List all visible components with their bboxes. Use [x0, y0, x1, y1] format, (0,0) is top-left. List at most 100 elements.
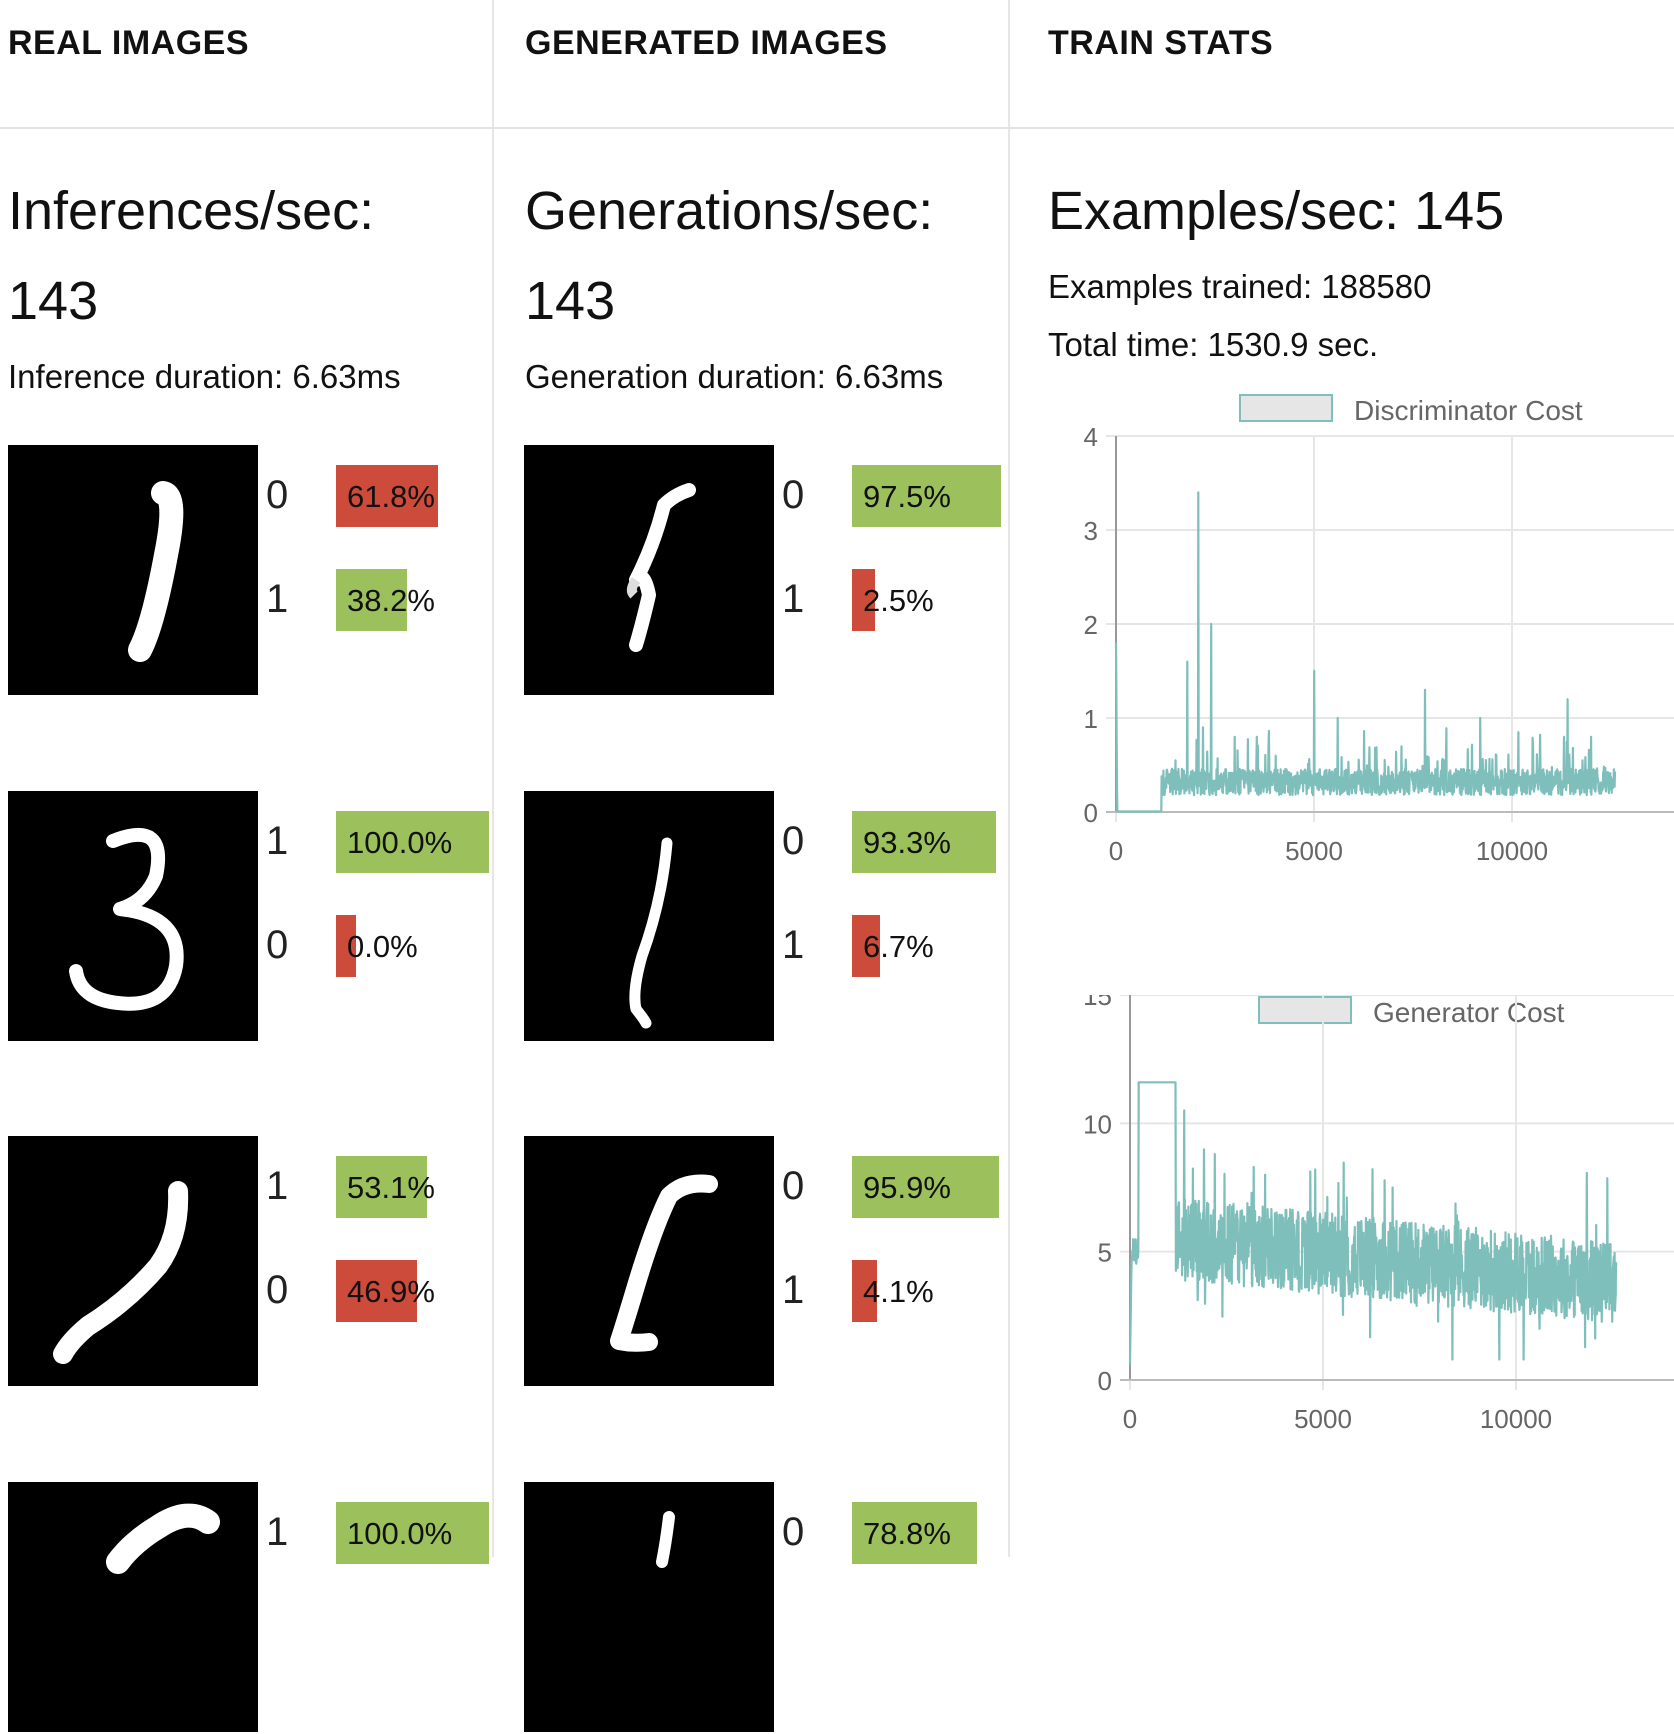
generations-per-sec-label: Generations/sec: [525, 181, 934, 241]
legend-label: Discriminator Cost [1354, 395, 1583, 426]
class-label: 0 [782, 473, 805, 517]
probability-text: 78.8% [863, 1516, 951, 1551]
real-sample: 1 53.1% 0 46.9% [8, 1136, 488, 1388]
generated-digit-image [524, 445, 774, 695]
prediction-row: 1 4.1% [782, 1260, 1002, 1322]
generated-sample: 0 95.9% 1 4.1% [524, 1136, 1004, 1388]
column-title: REAL IMAGES [8, 24, 250, 62]
generations-per-sec-value: 143 [525, 271, 616, 331]
probability-text: 46.9% [347, 1274, 435, 1309]
probability-bar [852, 569, 875, 631]
generated-digit-image [524, 1136, 774, 1386]
train-stats-column: TRAIN STATS Examples/sec: 145 Examples t… [1009, 0, 1674, 1557]
series-line [1114, 491, 1617, 813]
column-divider [492, 0, 494, 1557]
legend-label: Generator Cost [1373, 997, 1565, 1028]
x-tick-label: 10000 [1480, 1404, 1552, 1434]
prediction-row: 1 100.0% [266, 811, 489, 873]
generated-images-column: GENERATED IMAGES Generations/sec: 143 Ge… [493, 0, 1008, 1732]
class-label: 0 [782, 819, 805, 863]
inferences-per-sec-label: Inferences/sec: [8, 181, 375, 241]
legend-swatch [1239, 394, 1333, 422]
examples-per-sec: Examples/sec: 145 [1048, 181, 1505, 241]
probability-bar [852, 1260, 877, 1322]
probability-text: 93.3% [863, 825, 951, 860]
generator-cost-chart: Generator Cost 0 5 10 15 0 5000 10000 [1009, 995, 1674, 1557]
legend-swatch [1258, 996, 1352, 1024]
probability-bar [852, 811, 996, 873]
generated-digit-image [524, 1482, 774, 1732]
y-tick-label: 5 [1098, 1238, 1112, 1268]
x-tick-label: 5000 [1294, 1404, 1352, 1434]
series-line [1128, 1081, 1618, 1365]
probability-text: 97.5% [863, 479, 951, 514]
prediction-row: 0 97.5% [782, 465, 1002, 527]
prediction-row: 0 93.3% [782, 811, 1002, 873]
probability-bar [852, 1156, 999, 1218]
probability-bar [336, 811, 489, 873]
class-label: 0 [782, 1164, 805, 1208]
real-digit-image [8, 1136, 258, 1386]
y-tick-label: 2 [1084, 610, 1098, 640]
real-sample: 1 100.0% 0 0.0% [8, 791, 489, 1043]
prediction-row: 1 6.7% [782, 915, 1002, 977]
probability-bar [852, 915, 880, 977]
examples-trained: Examples trained: 188580 [1048, 268, 1432, 305]
chart-legend: Generator Cost [1258, 996, 1565, 1028]
probability-bar [852, 1502, 977, 1564]
y-tick-label: 1 [1084, 704, 1098, 734]
probability-bar [852, 465, 1001, 527]
column-title: TRAIN STATS [1048, 24, 1274, 62]
probability-bar [336, 569, 407, 631]
class-label: 1 [266, 819, 289, 863]
probability-text: 38.2% [347, 583, 435, 618]
y-tick-label: 10 [1083, 1109, 1112, 1139]
generated-digit-image [524, 791, 774, 1041]
probability-text: 53.1% [347, 1170, 435, 1205]
generation-duration: Generation duration: 6.63ms [525, 358, 944, 395]
y-tick-label: 15 [1083, 995, 1112, 1011]
class-label: 1 [782, 1268, 805, 1312]
probability-text: 61.8% [347, 479, 435, 514]
prediction-row: 0 78.8% [782, 1502, 1002, 1564]
real-digit-image [8, 445, 258, 695]
probability-bar [336, 1502, 489, 1564]
prediction-row: 1 53.1% [266, 1156, 486, 1218]
class-label: 1 [266, 1510, 289, 1554]
column-title: GENERATED IMAGES [525, 24, 888, 62]
prediction-row: 0 46.9% [266, 1260, 486, 1322]
class-label: 0 [266, 1268, 289, 1312]
probability-text: 100.0% [347, 1516, 453, 1551]
class-label: 1 [782, 577, 805, 621]
chart-legend: Discriminator Cost [1239, 394, 1583, 426]
class-label: 0 [266, 923, 289, 967]
real-sample: 0 61.8% 1 38.2% [8, 445, 488, 697]
y-tick-label: 0 [1084, 798, 1098, 828]
class-label: 1 [266, 1164, 289, 1208]
probability-bar [336, 915, 356, 977]
total-time: Total time: 1530.9 sec. [1048, 326, 1379, 363]
class-label: 0 [266, 473, 289, 517]
prediction-row: 1 38.2% [266, 569, 486, 631]
probability-bar [336, 465, 438, 527]
class-label: 1 [266, 577, 289, 621]
discriminator-cost-chart: Discriminator Cost 0 1 2 3 4 0 5000 10000 [1009, 390, 1674, 930]
generated-sample: 0 78.8% [524, 1482, 1004, 1734]
y-tick-label: 0 [1098, 1366, 1112, 1396]
probability-bar [336, 1260, 417, 1322]
class-label: 0 [782, 1510, 805, 1554]
prediction-row: 0 61.8% [266, 465, 486, 527]
generated-sample: 0 93.3% 1 6.7% [524, 791, 1004, 1043]
probability-text: 2.5% [863, 583, 934, 618]
prediction-row: 0 0.0% [266, 915, 486, 977]
class-label: 1 [782, 923, 805, 967]
x-tick-label: 0 [1109, 836, 1123, 866]
real-digit-image [8, 1482, 258, 1732]
probability-text: 6.7% [863, 929, 934, 964]
probability-text: 0.0% [347, 929, 418, 964]
real-images-column: REAL IMAGES Inferences/sec: 143 Inferenc… [0, 0, 492, 1732]
column-divider [1008, 0, 1010, 1557]
prediction-row: 1 2.5% [782, 569, 1002, 631]
probability-bar [336, 1156, 427, 1218]
probability-text: 95.9% [863, 1170, 951, 1205]
